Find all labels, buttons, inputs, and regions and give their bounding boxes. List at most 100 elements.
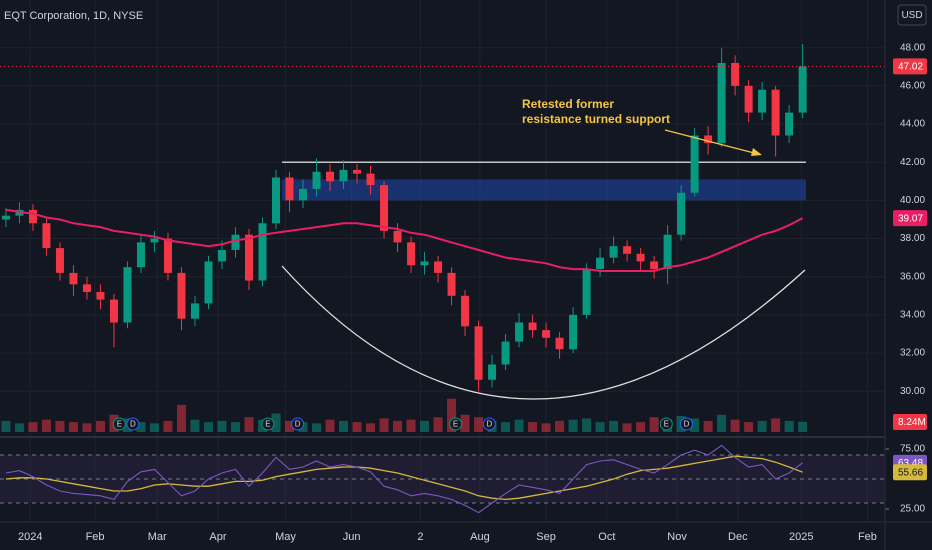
- volume-bar: [798, 421, 808, 432]
- candle-body: [299, 188, 308, 201]
- event-label: D: [486, 420, 492, 429]
- x-tick-label: 2: [417, 531, 423, 543]
- annotation-line: resistance turned support: [522, 112, 670, 126]
- rsi-ma-label: 55.66: [898, 467, 923, 478]
- candle-body: [204, 261, 213, 304]
- grid: [0, 0, 885, 522]
- candle-body: [231, 234, 240, 250]
- event-label: D: [295, 420, 301, 429]
- candle-body: [407, 242, 416, 266]
- volume-bar: [55, 420, 65, 432]
- volume-bar: [406, 419, 416, 432]
- y-tick-label: 38.00: [900, 233, 925, 244]
- candle-body: [555, 337, 564, 350]
- volume-bar: [595, 422, 605, 432]
- volume-bar: [244, 417, 254, 432]
- candle-body: [609, 246, 618, 258]
- candle-body: [312, 171, 321, 189]
- candle-body: [623, 246, 632, 254]
- candle-body: [380, 185, 389, 231]
- event-icon[interactable]: [261, 417, 275, 431]
- candle-body: [785, 112, 794, 136]
- rsi-ma-line: [5, 455, 803, 501]
- candle-body: [677, 192, 686, 235]
- volume-bar: [744, 422, 754, 432]
- plot: 30.00 32.00 34.00 36.00 38.00 40.00 42.00 44.00…: [0, 42, 927, 543]
- volume-bar: [339, 420, 349, 432]
- y-tick-label: 30.00: [900, 386, 925, 397]
- last-price-label-box: [893, 58, 927, 75]
- event-icon[interactable]: [659, 417, 673, 431]
- candle-body: [542, 330, 551, 338]
- candle-body: [366, 173, 375, 186]
- volume-bar: [82, 423, 92, 432]
- volume-bar: [474, 417, 484, 432]
- chart-title: EQT Corporation, 1D, NYSE: [4, 10, 143, 22]
- volume-bar: [541, 423, 551, 432]
- ma200-label: 39.07: [898, 213, 923, 224]
- x-tick-label: Jun: [343, 531, 361, 543]
- ma200-label-box: [893, 210, 927, 227]
- currency-box[interactable]: [897, 4, 927, 26]
- volume-bar: [730, 419, 740, 432]
- candle-body: [28, 209, 37, 224]
- candle-body: [596, 257, 605, 270]
- candle-body: [326, 171, 335, 182]
- x-tick-label: 2024: [18, 531, 42, 543]
- candle-body: [353, 169, 362, 174]
- event-label: E: [664, 420, 669, 429]
- event-label: E: [117, 420, 122, 429]
- event-icon[interactable]: [112, 417, 126, 431]
- x-tick-label: Mar: [148, 531, 167, 543]
- candle-body: [663, 234, 672, 270]
- candle-body: [285, 177, 294, 201]
- candle-body: [136, 242, 145, 268]
- candle-body: [744, 85, 753, 113]
- candle-body: [82, 284, 91, 292]
- x-tick-label: Nov: [667, 531, 687, 543]
- volume-bar: [136, 422, 146, 432]
- candle-body: [717, 62, 726, 144]
- y-tick-label: 36.00: [900, 271, 925, 282]
- candle-body: [636, 253, 645, 262]
- volume-bar: [28, 422, 38, 432]
- event-icon[interactable]: [482, 417, 496, 431]
- candle-body: [1, 215, 10, 220]
- volume-bar: [568, 419, 578, 432]
- candle-body: [272, 177, 281, 224]
- x-tick-label: Sep: [536, 531, 556, 543]
- volume-bar: [285, 420, 295, 432]
- y-tick-label: 44.00: [900, 119, 925, 130]
- event-icon[interactable]: [680, 417, 694, 431]
- rsi-label: 63.48: [898, 458, 923, 469]
- volume-bar: [217, 420, 227, 432]
- annotation-line: Retested former: [522, 97, 614, 111]
- candle-body: [650, 261, 659, 270]
- volume-bar: [690, 418, 700, 432]
- y-tick-label: 40.00: [900, 195, 925, 206]
- candle-body: [690, 135, 699, 193]
- volume-bar: [703, 420, 713, 432]
- event-label: D: [130, 420, 136, 429]
- candle-body: [798, 66, 807, 113]
- volume-bar: [528, 422, 538, 432]
- candle-body: [515, 322, 524, 342]
- volume-bar: [636, 422, 646, 432]
- volume-bar: [1, 420, 11, 432]
- candle-body: [163, 238, 172, 273]
- event-icon[interactable]: [449, 417, 463, 431]
- candle-body: [339, 169, 348, 182]
- event-icon[interactable]: [291, 417, 305, 431]
- volume-bar: [95, 420, 105, 432]
- x-tick-label: Feb: [86, 531, 105, 543]
- volume-bar: [393, 420, 403, 432]
- currency[interactable]: USD: [901, 10, 922, 21]
- event-icon[interactable]: [126, 417, 140, 431]
- event-label: E: [453, 420, 458, 429]
- y-tick-label: 46.00: [900, 81, 925, 92]
- x-tick-label: May: [275, 531, 296, 543]
- volume-bar: [325, 419, 335, 432]
- volume-bar: [312, 423, 322, 432]
- candle-body: [434, 261, 443, 273]
